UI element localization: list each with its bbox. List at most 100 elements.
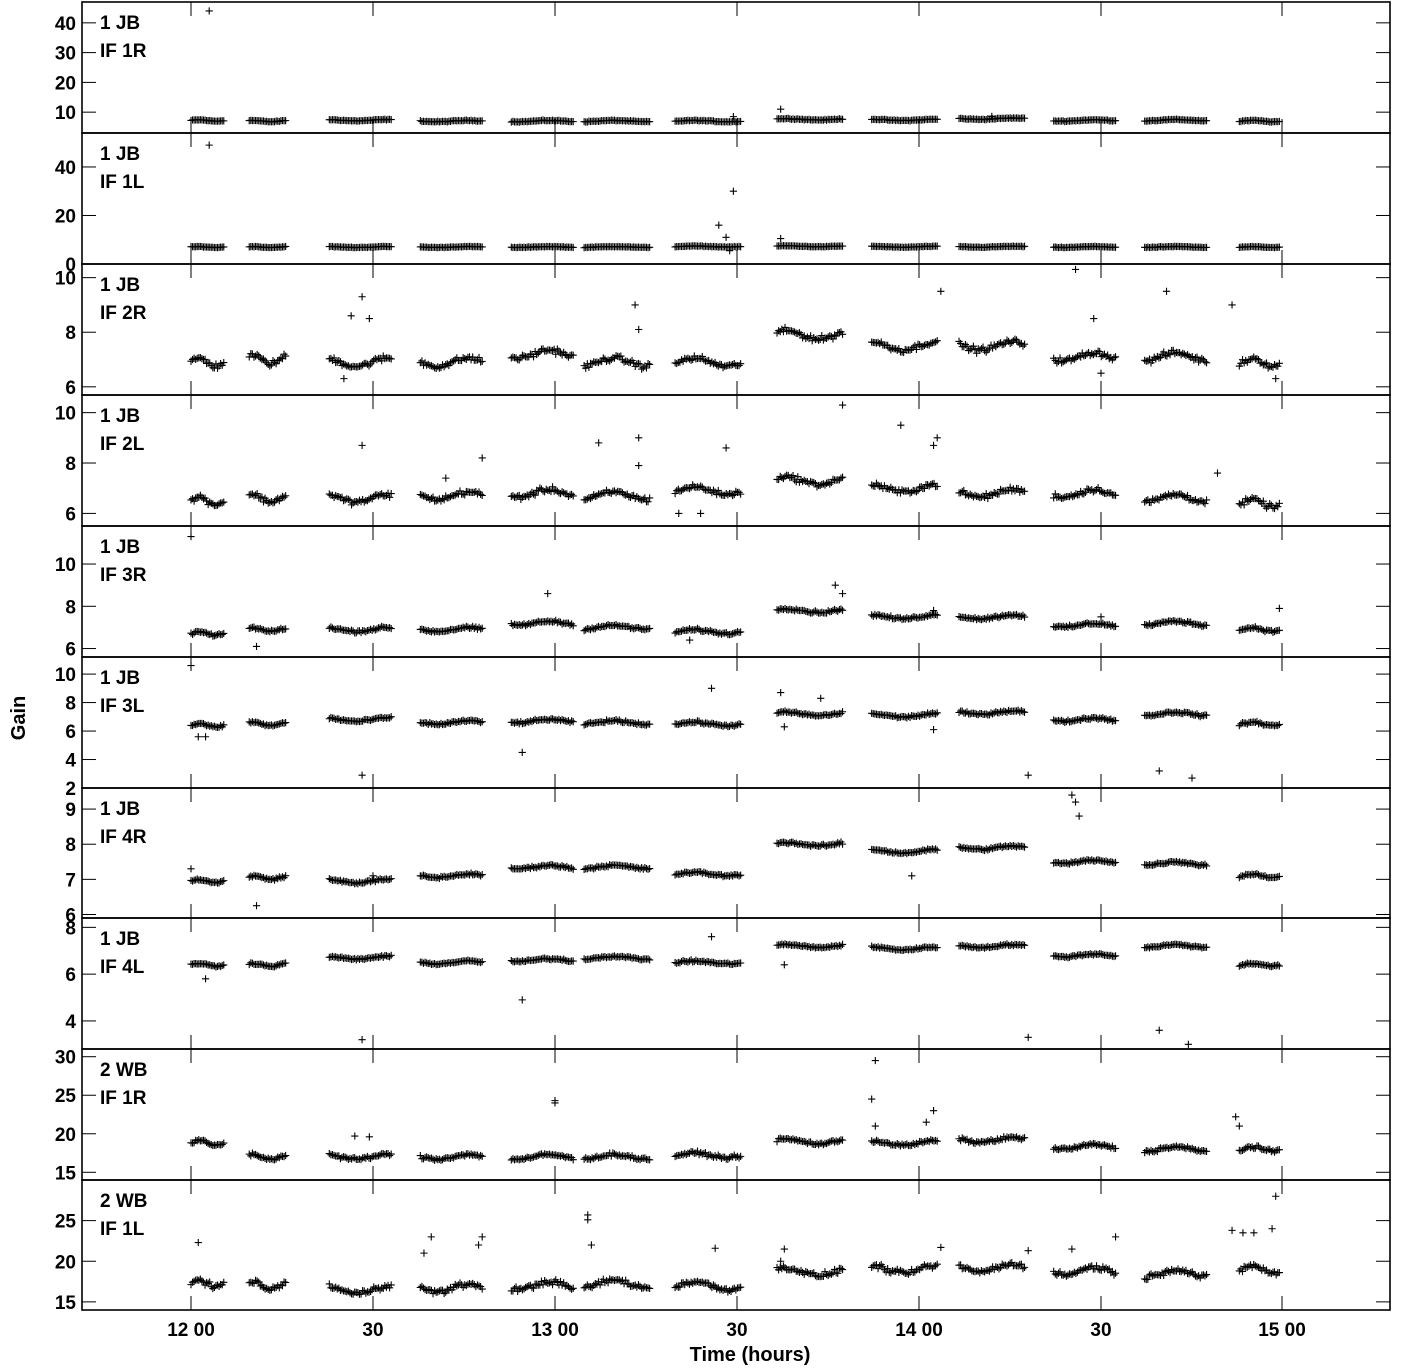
panel-station-label: 2 WB	[100, 1191, 148, 1212]
data-point	[325, 1280, 333, 1288]
data-point	[1017, 707, 1025, 715]
data-point	[612, 620, 620, 629]
data-point	[631, 301, 639, 309]
data-point	[1012, 610, 1021, 619]
data-point	[1248, 1143, 1256, 1151]
data-point	[932, 845, 940, 853]
y-tick-label: 6	[65, 504, 76, 525]
data-point	[582, 1154, 590, 1162]
panel-if-label: IF 2R	[100, 303, 147, 324]
data-point	[387, 115, 395, 124]
data-point	[366, 625, 375, 633]
data-point	[190, 497, 198, 505]
data-point	[679, 870, 687, 878]
data-point	[531, 619, 539, 627]
data-point	[188, 721, 197, 730]
data-point	[368, 358, 376, 366]
data-point	[925, 1137, 933, 1146]
data-point	[888, 344, 897, 352]
data-point	[464, 956, 472, 964]
data-point	[477, 718, 485, 727]
data-point	[818, 480, 826, 489]
data-point	[615, 1151, 623, 1159]
data-point	[325, 490, 333, 498]
data-point	[602, 716, 611, 724]
data-point	[539, 1151, 547, 1160]
data-point	[1094, 483, 1102, 492]
data-point	[355, 878, 364, 886]
data-point	[868, 942, 876, 950]
data-point	[256, 624, 264, 633]
data-point	[518, 493, 527, 501]
data-point	[641, 1154, 649, 1162]
data-point	[477, 358, 485, 366]
data-point	[689, 355, 697, 364]
data-point	[729, 360, 737, 369]
data-point	[957, 339, 965, 348]
data-point	[442, 361, 450, 369]
data-point	[569, 492, 577, 500]
data-point	[187, 661, 195, 670]
data-point	[1110, 859, 1118, 867]
data-point	[464, 870, 472, 878]
data-point	[623, 357, 631, 365]
data-point	[360, 498, 368, 506]
data-point	[990, 489, 998, 497]
data-point	[1145, 355, 1154, 363]
data-point	[1062, 859, 1070, 867]
data-point	[781, 472, 789, 481]
data-point	[507, 956, 515, 965]
data-point	[1237, 626, 1245, 634]
data-point	[434, 1288, 442, 1296]
data-point	[515, 491, 523, 500]
data-point	[563, 717, 571, 726]
data-point	[204, 1279, 212, 1287]
data-point	[1155, 1026, 1163, 1034]
data-point	[252, 642, 261, 651]
data-point	[995, 942, 1003, 950]
data-point	[330, 354, 338, 362]
data-point	[1009, 337, 1017, 345]
data-point	[568, 620, 576, 628]
data-point	[890, 945, 898, 953]
data-point	[569, 243, 577, 252]
data-point	[359, 717, 367, 725]
data-point	[209, 500, 217, 508]
data-point	[473, 717, 482, 725]
data-point	[1020, 708, 1029, 716]
data-point	[429, 493, 437, 501]
data-point	[1153, 495, 1161, 503]
data-point	[386, 493, 394, 501]
data-point	[1075, 812, 1083, 820]
data-point	[930, 943, 938, 951]
data-point	[347, 312, 355, 320]
data-point	[901, 1141, 909, 1149]
data-point	[617, 352, 625, 360]
data-point	[1193, 353, 1201, 361]
data-point	[568, 717, 576, 725]
data-point	[507, 492, 515, 500]
data-point	[203, 960, 211, 968]
data-point	[475, 353, 483, 362]
data-point	[426, 719, 434, 727]
data-point	[717, 630, 726, 638]
y-tick-label: 8	[65, 597, 76, 618]
data-point	[338, 1286, 346, 1294]
data-point	[196, 354, 204, 362]
data-point	[386, 354, 394, 362]
data-point	[450, 357, 458, 365]
data-point	[692, 718, 700, 726]
data-point	[917, 483, 925, 491]
data-point	[1006, 483, 1014, 491]
data-point	[1059, 494, 1067, 502]
y-tick-label: 6	[65, 378, 76, 399]
data-point	[569, 118, 577, 126]
data-point	[791, 328, 799, 336]
data-point	[876, 483, 884, 491]
data-point	[1012, 843, 1021, 851]
data-point	[547, 956, 555, 964]
data-point	[507, 619, 515, 628]
data-point	[1177, 351, 1185, 359]
data-point	[838, 590, 847, 598]
data-point	[247, 1278, 255, 1286]
